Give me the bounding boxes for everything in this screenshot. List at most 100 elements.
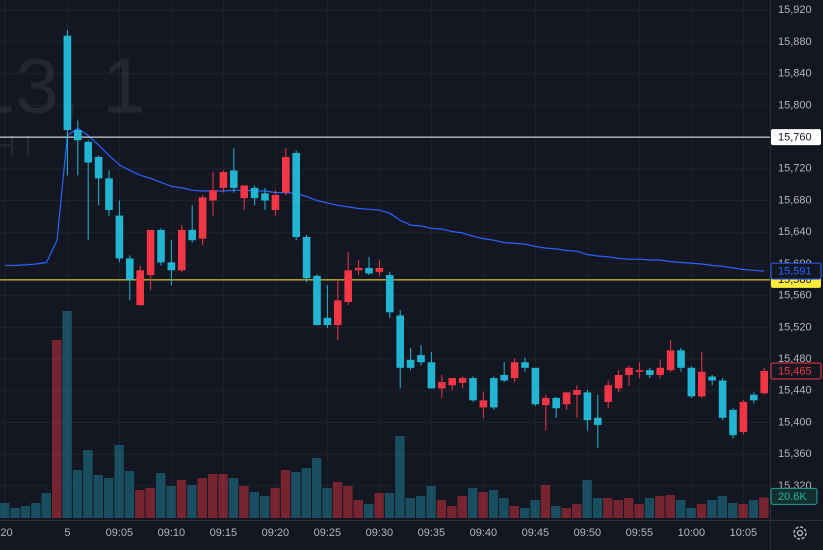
volume-tag-label: 20.6K <box>778 491 807 503</box>
candle-body <box>708 376 716 381</box>
candle-body <box>625 367 633 375</box>
y-tick-label: 15,640 <box>778 226 812 238</box>
volume-bar <box>270 488 280 518</box>
candle-body <box>323 317 332 325</box>
volume-bar <box>135 490 145 518</box>
candle-body <box>63 35 72 130</box>
y-tick-label: 15,720 <box>778 163 812 175</box>
volume-bar <box>478 492 488 518</box>
candle-body <box>292 152 300 238</box>
volume-bar <box>759 497 769 518</box>
candle-body <box>614 374 623 389</box>
y-tick-label: 15,480 <box>778 353 812 365</box>
candle-body <box>146 229 155 276</box>
candle-body <box>500 374 508 381</box>
candle-body <box>406 359 415 368</box>
volume-bar <box>156 473 166 518</box>
vwap-line <box>5 127 765 272</box>
y-tick-label: 15,800 <box>778 99 812 111</box>
price-tag-label: 15,465 <box>778 365 812 377</box>
volume-bar <box>301 468 311 518</box>
volume-bar <box>520 508 530 518</box>
volume-bar <box>187 485 197 518</box>
y-tick-label: 15,440 <box>778 385 812 397</box>
volume-bar <box>717 496 727 518</box>
volume-bar <box>561 508 571 518</box>
volume-bar <box>72 470 83 518</box>
y-tick-label: 15,520 <box>778 321 812 333</box>
x-tick-label: 09:55 <box>626 527 654 539</box>
volume-bar <box>239 486 249 518</box>
candle-body <box>302 237 311 279</box>
candle-body <box>750 394 758 401</box>
candle-body <box>542 397 550 406</box>
volume-bar <box>676 500 686 518</box>
volume-bar <box>260 496 270 518</box>
volume-bar <box>426 486 436 518</box>
y-tick-label: 15,680 <box>778 194 812 206</box>
price-tag-bg <box>771 129 821 146</box>
candle-body <box>250 187 259 199</box>
volume-bar <box>395 436 405 518</box>
candle-body <box>115 215 124 259</box>
candle-body <box>136 270 144 306</box>
y-tick-label: 15,560 <box>778 290 812 302</box>
volume-bar <box>343 486 353 518</box>
candle-body <box>219 172 228 188</box>
volume-bar <box>644 498 655 518</box>
volume-bar <box>509 506 519 518</box>
candle-body <box>240 185 248 199</box>
candle-body <box>365 267 373 274</box>
gear-center <box>796 529 804 537</box>
volume-bar <box>603 498 613 518</box>
candle-body <box>729 409 737 436</box>
candle-body <box>479 400 488 408</box>
volume-bar <box>93 475 103 518</box>
candle-body <box>375 267 384 272</box>
x-tick-label: 10:00 <box>678 527 706 539</box>
candle-body <box>74 130 82 141</box>
volume-bar <box>728 503 738 518</box>
volume-bar <box>436 500 447 518</box>
volume-bar <box>228 478 239 518</box>
candle-body <box>698 371 706 397</box>
gear-outline <box>793 526 807 540</box>
candle-body <box>198 197 207 239</box>
candle-body <box>562 392 571 405</box>
volume-bar <box>31 503 41 518</box>
candle-body <box>209 190 217 201</box>
volume-tag-bg <box>770 487 818 505</box>
volume-bar <box>530 500 540 518</box>
watermark: 13, 1 <box>0 42 145 130</box>
volume-bar <box>62 311 72 518</box>
volume-bar <box>592 498 603 518</box>
x-tick-label: 09:10 <box>158 527 186 539</box>
volume-bar <box>218 474 228 518</box>
candle-body <box>656 367 664 375</box>
x-tick-label: 09:40 <box>470 527 498 539</box>
volume-bar <box>624 498 634 518</box>
candle-body <box>334 300 342 325</box>
volume-bar <box>447 506 457 518</box>
volume-bar <box>176 480 187 518</box>
price-tag-label: 15,591 <box>778 266 812 278</box>
settings-icon[interactable] <box>793 526 807 540</box>
volume-bar <box>634 504 644 518</box>
volume-bar <box>20 506 31 518</box>
candle-body <box>469 378 477 401</box>
volume-bar <box>41 493 51 518</box>
volume-bar <box>374 493 384 518</box>
volume-bar <box>291 472 301 518</box>
candle-body <box>396 315 404 368</box>
volume-bar <box>10 508 20 518</box>
candle-body <box>531 367 540 405</box>
volume-bar <box>249 492 259 518</box>
volume-bar <box>738 504 748 518</box>
time-axis-bg <box>0 520 770 550</box>
volume-bar <box>540 485 551 518</box>
y-tick-label: 15,360 <box>778 448 812 460</box>
candle-body <box>282 156 290 193</box>
volume-bar <box>52 340 62 518</box>
x-tick-label: 10:05 <box>730 527 758 539</box>
candle-body <box>417 355 425 363</box>
